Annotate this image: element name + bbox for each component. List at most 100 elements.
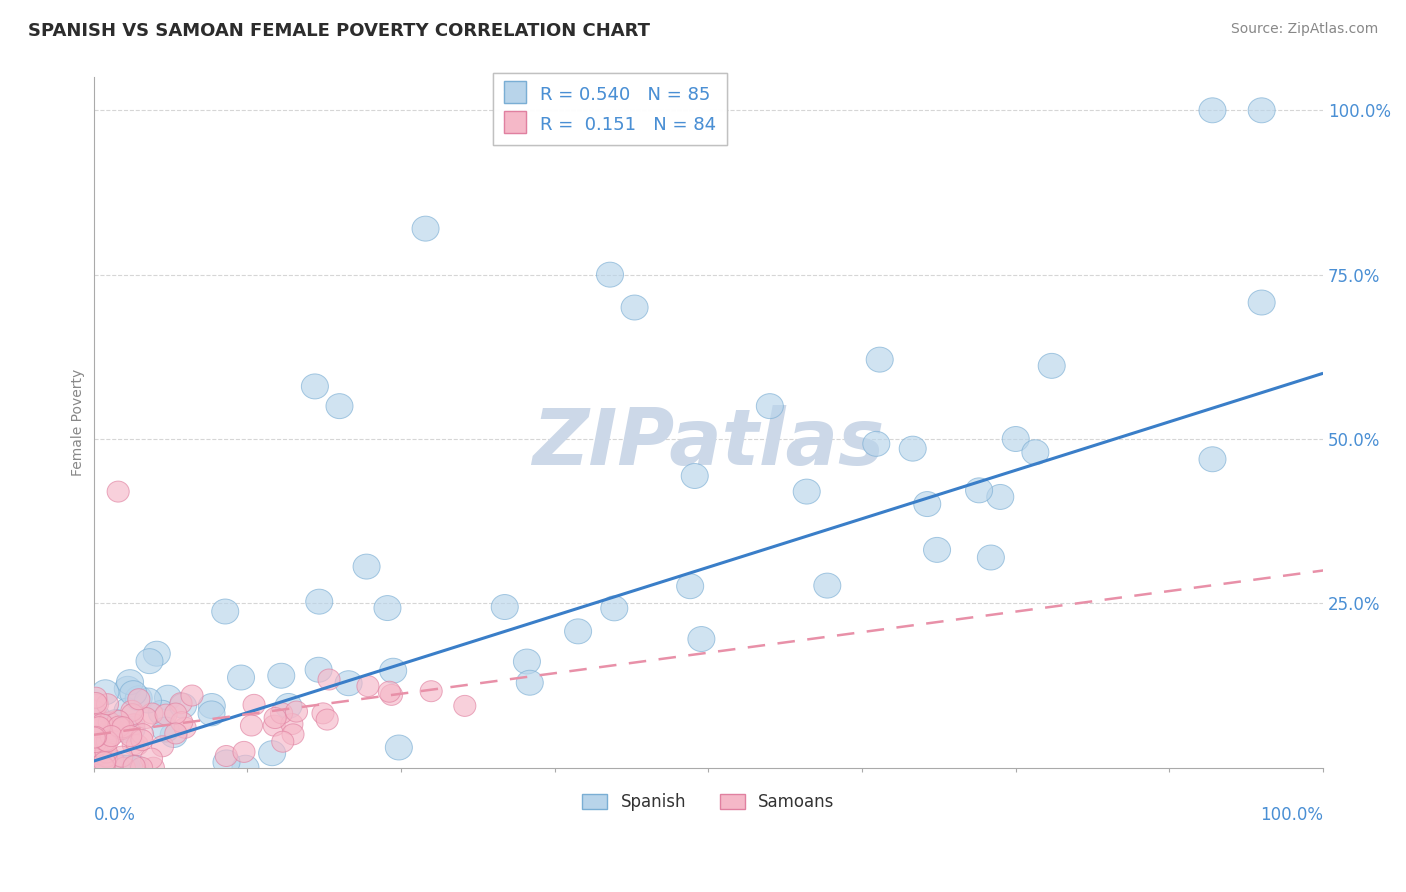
Ellipse shape bbox=[259, 740, 285, 765]
Ellipse shape bbox=[84, 709, 111, 734]
Ellipse shape bbox=[108, 716, 129, 737]
Ellipse shape bbox=[83, 700, 105, 721]
Ellipse shape bbox=[264, 707, 287, 729]
Ellipse shape bbox=[94, 730, 117, 751]
Ellipse shape bbox=[86, 740, 108, 762]
Ellipse shape bbox=[96, 747, 118, 767]
Ellipse shape bbox=[276, 693, 302, 718]
Text: 100.0%: 100.0% bbox=[1260, 805, 1323, 823]
Ellipse shape bbox=[100, 718, 121, 739]
Ellipse shape bbox=[141, 748, 163, 769]
Ellipse shape bbox=[454, 696, 475, 716]
Ellipse shape bbox=[381, 684, 402, 706]
Ellipse shape bbox=[148, 700, 176, 725]
Ellipse shape bbox=[1199, 98, 1226, 123]
Ellipse shape bbox=[682, 464, 709, 489]
Ellipse shape bbox=[98, 756, 125, 780]
Ellipse shape bbox=[170, 712, 193, 732]
Ellipse shape bbox=[814, 574, 841, 599]
Ellipse shape bbox=[107, 481, 129, 502]
Ellipse shape bbox=[86, 744, 108, 765]
Ellipse shape bbox=[93, 752, 115, 772]
Ellipse shape bbox=[114, 757, 135, 778]
Ellipse shape bbox=[285, 701, 308, 723]
Ellipse shape bbox=[93, 756, 120, 780]
Ellipse shape bbox=[83, 714, 105, 734]
Ellipse shape bbox=[357, 675, 380, 697]
Ellipse shape bbox=[111, 746, 132, 767]
Ellipse shape bbox=[124, 756, 145, 777]
Ellipse shape bbox=[112, 717, 134, 738]
Ellipse shape bbox=[165, 703, 187, 724]
Ellipse shape bbox=[491, 595, 519, 620]
Text: SPANISH VS SAMOAN FEMALE POVERTY CORRELATION CHART: SPANISH VS SAMOAN FEMALE POVERTY CORRELA… bbox=[28, 22, 650, 40]
Ellipse shape bbox=[198, 701, 225, 726]
Ellipse shape bbox=[228, 665, 254, 690]
Ellipse shape bbox=[924, 537, 950, 562]
Ellipse shape bbox=[240, 715, 263, 736]
Ellipse shape bbox=[316, 709, 339, 731]
Ellipse shape bbox=[142, 757, 165, 778]
Ellipse shape bbox=[756, 393, 783, 418]
Ellipse shape bbox=[412, 216, 439, 241]
Ellipse shape bbox=[516, 670, 543, 695]
Ellipse shape bbox=[110, 756, 136, 780]
Ellipse shape bbox=[108, 756, 135, 780]
Ellipse shape bbox=[91, 714, 112, 735]
Ellipse shape bbox=[80, 753, 108, 778]
Ellipse shape bbox=[155, 704, 177, 725]
Ellipse shape bbox=[111, 719, 134, 739]
Ellipse shape bbox=[86, 694, 108, 715]
Ellipse shape bbox=[565, 619, 592, 644]
Ellipse shape bbox=[89, 716, 110, 738]
Ellipse shape bbox=[86, 736, 107, 756]
Ellipse shape bbox=[380, 658, 406, 683]
Ellipse shape bbox=[84, 726, 107, 747]
Ellipse shape bbox=[600, 596, 628, 621]
Ellipse shape bbox=[131, 757, 153, 778]
Ellipse shape bbox=[84, 706, 111, 731]
Ellipse shape bbox=[283, 723, 304, 745]
Ellipse shape bbox=[326, 393, 353, 418]
Ellipse shape bbox=[103, 721, 125, 742]
Ellipse shape bbox=[152, 736, 173, 756]
Ellipse shape bbox=[97, 694, 118, 714]
Ellipse shape bbox=[87, 756, 114, 780]
Ellipse shape bbox=[83, 719, 105, 740]
Ellipse shape bbox=[114, 676, 141, 701]
Ellipse shape bbox=[301, 374, 329, 399]
Ellipse shape bbox=[94, 732, 117, 753]
Ellipse shape bbox=[103, 756, 129, 780]
Ellipse shape bbox=[114, 756, 141, 780]
Text: ZIPatlas: ZIPatlas bbox=[533, 405, 884, 482]
Ellipse shape bbox=[212, 599, 239, 624]
Text: 0.0%: 0.0% bbox=[94, 805, 135, 823]
Ellipse shape bbox=[1002, 426, 1029, 451]
Ellipse shape bbox=[103, 723, 125, 744]
Ellipse shape bbox=[305, 657, 332, 682]
Ellipse shape bbox=[121, 704, 143, 724]
Ellipse shape bbox=[1199, 447, 1226, 472]
Ellipse shape bbox=[155, 685, 181, 710]
Ellipse shape bbox=[96, 756, 122, 780]
Ellipse shape bbox=[312, 703, 335, 724]
Ellipse shape bbox=[122, 734, 145, 756]
Ellipse shape bbox=[977, 545, 1004, 570]
Ellipse shape bbox=[84, 687, 107, 708]
Ellipse shape bbox=[513, 649, 540, 674]
Ellipse shape bbox=[111, 756, 138, 780]
Ellipse shape bbox=[117, 670, 143, 695]
Ellipse shape bbox=[127, 734, 149, 756]
Ellipse shape bbox=[122, 756, 149, 780]
Ellipse shape bbox=[97, 756, 124, 780]
Ellipse shape bbox=[84, 730, 107, 750]
Ellipse shape bbox=[107, 710, 129, 731]
Ellipse shape bbox=[243, 694, 266, 715]
Ellipse shape bbox=[103, 709, 129, 734]
Ellipse shape bbox=[900, 436, 927, 461]
Ellipse shape bbox=[263, 715, 285, 736]
Ellipse shape bbox=[135, 707, 157, 729]
Ellipse shape bbox=[374, 596, 401, 621]
Ellipse shape bbox=[101, 749, 124, 771]
Ellipse shape bbox=[91, 680, 120, 705]
